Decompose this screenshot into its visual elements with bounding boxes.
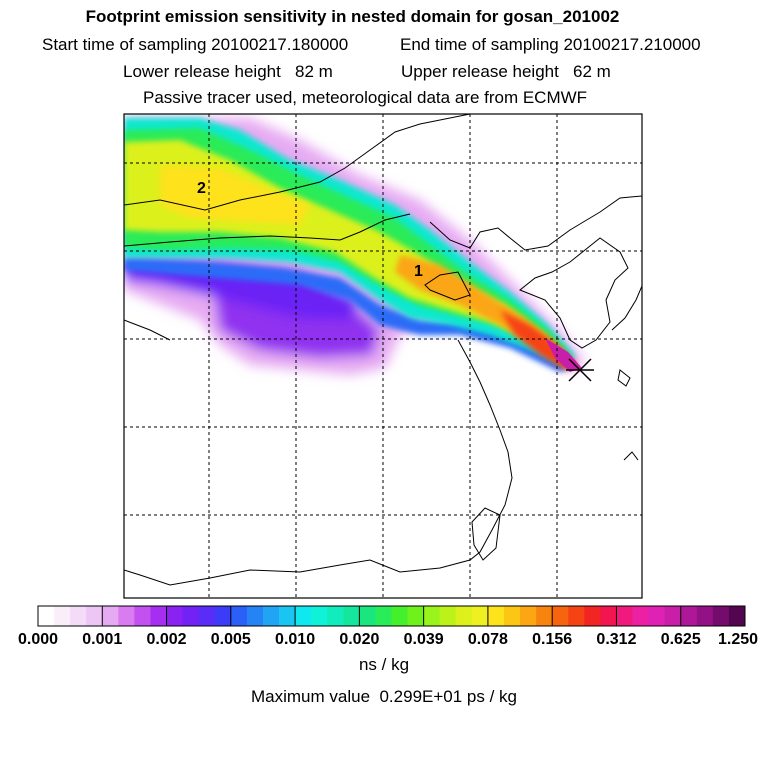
colorbar-swatch <box>327 606 344 626</box>
receptor-x-cross-icon <box>566 358 594 382</box>
colorbar-tick-label: 0.312 <box>596 631 637 648</box>
colorbar-swatch <box>214 606 232 626</box>
annotation-1: 1 <box>414 263 423 280</box>
colorbar-tick-label: 0.000 <box>17 631 59 648</box>
colorbar-swatch <box>54 606 71 626</box>
release-lower: Lower release height 82 m <box>123 62 333 81</box>
colorbar-swatch <box>439 606 457 626</box>
colorbar-swatch <box>246 606 264 626</box>
colorbar-swatch <box>230 606 248 626</box>
colorbar-swatch <box>391 606 408 626</box>
colorbar-tick-label: 1.250 <box>717 631 759 648</box>
colorbar-tick-label: 0.001 <box>82 631 123 648</box>
colorbar-tick-label: 0.625 <box>660 631 701 648</box>
sensitivity-plume <box>124 118 585 375</box>
colorbar-units: ns / kg <box>358 655 410 674</box>
map-frame <box>123 113 643 599</box>
colorbar-swatch <box>295 606 312 626</box>
colorbar-swatch <box>343 606 360 626</box>
colorbar-swatch <box>118 606 135 626</box>
colorbar-swatch <box>375 606 392 626</box>
colorbar-tick-label: 0.002 <box>146 631 187 648</box>
colorbar-swatch <box>150 606 167 626</box>
colorbar-swatch <box>552 606 569 626</box>
colorbar-swatch <box>712 606 730 626</box>
colorbar-swatch <box>279 606 296 626</box>
colorbar-swatch <box>102 606 119 626</box>
colorbar-swatch <box>487 606 505 626</box>
colorbar-swatch <box>455 606 473 626</box>
colorbar-swatch <box>503 606 521 626</box>
colorbar <box>37 605 746 627</box>
tracer-note: Passive tracer used, meteorological data… <box>143 88 588 107</box>
colorbar-swatch <box>38 606 55 626</box>
colorbar-swatch <box>584 606 601 626</box>
colorbar-tick-label: 0.039 <box>403 631 444 648</box>
colorbar-swatch <box>696 606 714 626</box>
colorbar-swatch <box>632 606 649 626</box>
colorbar-swatch <box>471 606 489 626</box>
colorbar-swatch <box>262 606 280 626</box>
colorbar-swatch <box>70 606 87 626</box>
colorbar-tick-label: 0.156 <box>532 631 573 648</box>
lat-lon-grid <box>124 114 642 598</box>
colorbar-swatch <box>407 606 425 626</box>
colorbar-tick-label: 0.010 <box>275 631 316 648</box>
colorbar-swatch <box>198 606 216 626</box>
colorbar-swatch <box>134 606 151 626</box>
colorbar-swatch <box>359 606 376 626</box>
colorbar-swatch <box>568 606 585 626</box>
colorbar-swatch <box>86 606 103 626</box>
colorbar-swatch <box>520 606 537 626</box>
map-title: Footprint emission sensitivity in nested… <box>85 7 620 26</box>
colorbar-tick-label: 0.020 <box>339 631 380 648</box>
colorbar-swatch <box>648 606 666 626</box>
colorbar-swatch <box>423 606 441 626</box>
colorbar-swatch <box>536 606 553 626</box>
colorbar-swatch <box>182 606 200 626</box>
annotation-2: 2 <box>197 180 206 197</box>
sampling-start: Start time of sampling 20100217.180000 <box>42 35 349 54</box>
maximum-value: Maximum value 0.299E+01 ps / kg <box>251 687 517 706</box>
colorbar-swatch <box>311 606 328 626</box>
colorbar-swatch <box>616 606 633 626</box>
colorbar-swatch <box>600 606 617 626</box>
colorbar-frame <box>37 605 746 627</box>
colorbar-swatch <box>664 606 682 626</box>
colorbar-tick-label: 0.005 <box>210 631 251 648</box>
colorbar-swatch <box>166 606 184 626</box>
colorbar-swatch <box>728 606 746 626</box>
release-upper: Upper release height 62 m <box>401 62 611 81</box>
colorbar-swatch <box>680 606 698 626</box>
colorbar-tick-label: 0.078 <box>467 631 508 648</box>
sampling-end: End time of sampling 20100217.210000 <box>400 35 701 54</box>
